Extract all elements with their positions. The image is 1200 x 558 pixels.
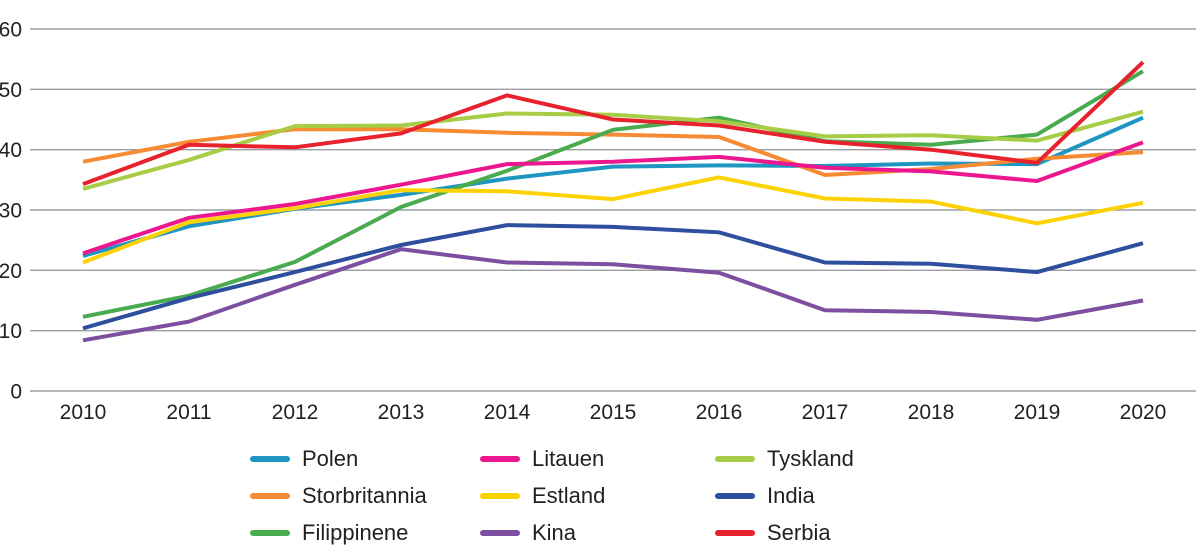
legend-item-serbia: Serbia bbox=[715, 514, 854, 551]
y-axis-tick-label: 30 bbox=[0, 200, 22, 223]
series-line-litauen bbox=[82, 140, 1144, 256]
legend-label: Serbia bbox=[767, 519, 831, 545]
legend-column: Polen Storbritannia Filippinene bbox=[250, 440, 427, 551]
legend-item-estland: Estland bbox=[480, 477, 605, 514]
series-line-kina bbox=[82, 247, 1144, 343]
legend-item-india: India bbox=[715, 477, 854, 514]
legend-item-tyskland: Tyskland bbox=[715, 440, 854, 477]
legend-swatch-icon bbox=[250, 529, 290, 536]
legend-item-polen: Polen bbox=[250, 440, 427, 477]
x-axis-tick-label: 2012 bbox=[272, 401, 319, 424]
legend-label: Polen bbox=[302, 445, 359, 471]
x-axis-tick-label: 2018 bbox=[908, 401, 955, 424]
x-axis-tick-label: 2016 bbox=[696, 401, 743, 424]
y-axis-tick-label: 40 bbox=[0, 139, 22, 162]
legend-item-kina: Kina bbox=[480, 514, 605, 551]
y-axis-tick-label: 0 bbox=[10, 381, 22, 404]
legend-label: India bbox=[767, 482, 815, 508]
legend-swatch-icon bbox=[250, 492, 290, 499]
series-line-tyskland bbox=[82, 109, 1144, 191]
legend-swatch-icon bbox=[480, 492, 520, 499]
series-line-storbritannia bbox=[82, 127, 1144, 178]
legend-swatch-icon bbox=[250, 455, 290, 462]
legend-swatch-icon bbox=[480, 455, 520, 462]
legend-item-litauen: Litauen bbox=[480, 440, 605, 477]
chart-legend: Polen Storbritannia Filippinene Litauen Estl… bbox=[0, 430, 1200, 558]
y-axis-tick-label: 60 bbox=[0, 19, 22, 42]
x-axis-tick-label: 2017 bbox=[802, 401, 849, 424]
series-line-serbia bbox=[82, 60, 1145, 186]
series-line-estland bbox=[82, 175, 1144, 265]
y-axis-tick-label: 20 bbox=[0, 260, 22, 283]
series-line-india bbox=[82, 223, 1144, 331]
legend-item-filippinene: Filippinene bbox=[250, 514, 427, 551]
series-line-filippinene bbox=[82, 69, 1145, 319]
legend-item-storbritannia: Storbritannia bbox=[250, 477, 427, 514]
legend-swatch-icon bbox=[480, 529, 520, 536]
line-chart: 0 10 20 30 40 50 60 2010 2011 2012 2013 2014 2015 201… bbox=[0, 19, 1196, 424]
x-axis-tick-label: 2020 bbox=[1120, 401, 1167, 424]
legend-label: Tyskland bbox=[767, 445, 854, 471]
legend-swatch-icon bbox=[715, 455, 755, 462]
y-axis-tick-label: 10 bbox=[0, 320, 22, 343]
legend-label: Estland bbox=[532, 482, 606, 508]
x-axis-tick-label: 2015 bbox=[590, 401, 637, 424]
x-axis-tick-label: 2010 bbox=[60, 401, 107, 424]
legend-column: Tyskland India Serbia bbox=[715, 440, 854, 551]
x-axis-tick-label: 2014 bbox=[484, 401, 531, 424]
legend-label: Litauen bbox=[532, 445, 605, 471]
legend-swatch-icon bbox=[715, 529, 755, 536]
legend-column: Litauen Estland Kina bbox=[480, 440, 605, 551]
legend-label: Kina bbox=[532, 519, 577, 545]
x-axis-tick-label: 2019 bbox=[1014, 401, 1061, 424]
legend-label: Storbritannia bbox=[302, 482, 427, 508]
x-axis-tick-label: 2011 bbox=[166, 401, 211, 424]
y-axis-tick-label: 50 bbox=[0, 79, 22, 102]
legend-swatch-icon bbox=[715, 492, 755, 499]
legend-label: Filippinene bbox=[302, 519, 409, 545]
x-axis-tick-label: 2013 bbox=[378, 401, 425, 424]
